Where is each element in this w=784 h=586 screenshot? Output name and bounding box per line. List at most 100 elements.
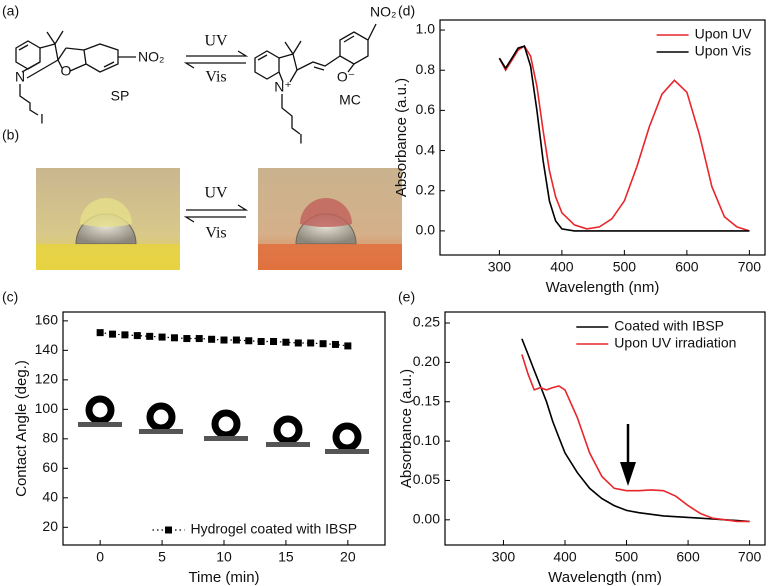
- y-tick-label: 0.0: [416, 222, 436, 238]
- y-tick-label: 100: [35, 400, 59, 416]
- x-tick-label: 500: [613, 259, 637, 275]
- data-point: [270, 337, 278, 345]
- series-line: [521, 354, 750, 523]
- data-point: [257, 337, 265, 345]
- x-tick-label: 20: [340, 549, 356, 565]
- arrow-label: Vis: [205, 225, 226, 242]
- y-tick-label: 0.15: [413, 392, 440, 408]
- panel-label: (c): [2, 289, 18, 305]
- legend-label: Upon UV: [695, 26, 752, 42]
- series-line: [498, 44, 750, 232]
- legend-label: Upon Vis: [695, 43, 752, 59]
- y-tick-label: 1.0: [416, 21, 436, 37]
- data-point: [344, 342, 352, 350]
- x-tick-label: 300: [492, 549, 516, 565]
- series-line: [100, 332, 348, 347]
- annotation-arrow: [620, 424, 636, 486]
- sp-structure: [15, 30, 136, 116]
- panel-label: (e): [398, 289, 415, 305]
- data-point: [232, 336, 240, 344]
- x-tick-label: 15: [278, 549, 294, 565]
- y-tick-label: 160: [35, 312, 59, 328]
- y-tick-label: 80: [42, 430, 58, 446]
- data-point: [133, 332, 141, 340]
- data-point: [282, 338, 290, 346]
- x-axis-title: Time (min): [188, 569, 259, 586]
- data-point: [170, 334, 178, 342]
- atom-label: N⁺: [274, 79, 292, 95]
- x-tick-label: 400: [550, 259, 574, 275]
- y-tick-label: 0.4: [416, 141, 436, 157]
- y-tick-label: 0.6: [416, 101, 436, 117]
- data-point: [331, 340, 339, 348]
- data-point: [195, 335, 203, 343]
- legend-label: Hydrogel coated with IBSP: [191, 521, 358, 537]
- legend-label: Upon UV irradiation: [614, 335, 736, 351]
- y-tick-label: 0.20: [413, 353, 440, 369]
- photo-sp: [36, 168, 180, 270]
- x-tick-label: 700: [738, 549, 762, 565]
- legend-marker: [165, 526, 172, 534]
- legend-label: Coated with IBSP: [614, 318, 724, 334]
- y-tick-label: 0.8: [416, 61, 436, 77]
- x-tick-label: 600: [676, 549, 700, 565]
- atom-label: I: [40, 111, 44, 127]
- panel-label: (d): [398, 3, 415, 19]
- atom-label: O: [61, 63, 72, 79]
- y-tick-label: 60: [42, 459, 58, 475]
- compound-name: MC: [339, 92, 361, 108]
- y-tick-label: 0.10: [413, 432, 440, 448]
- compound-name: SP: [111, 88, 130, 104]
- x-tick-label: 600: [675, 259, 699, 275]
- x-tick-label: 700: [738, 259, 762, 275]
- x-tick-label: 5: [158, 549, 166, 565]
- data-point: [183, 335, 191, 343]
- y-tick-label: 0.25: [413, 314, 440, 330]
- x-tick-label: 300: [488, 259, 512, 275]
- x-axis-title: Wavelength (nm): [548, 569, 662, 586]
- equilibrium-arrow: [183, 50, 249, 69]
- atom-label: NO₂: [138, 49, 164, 65]
- plot-frame: [439, 19, 766, 256]
- y-tick-label: 0.2: [416, 181, 436, 197]
- panel-label: (a): [2, 3, 19, 19]
- x-tick-label: 10: [216, 549, 232, 565]
- arrow-label: UV: [204, 33, 228, 50]
- atom-label: NO₂: [370, 4, 396, 20]
- data-point: [121, 331, 129, 339]
- y-axis-title: Contact Angle (deg.): [13, 360, 30, 497]
- data-point: [307, 339, 315, 347]
- y-tick-label: 20: [42, 518, 58, 534]
- arrow-label: UV: [204, 185, 228, 202]
- panel-label: (b): [2, 127, 19, 143]
- atom-label: O⁻: [337, 69, 355, 85]
- data-point: [146, 332, 154, 340]
- y-tick-label: 140: [35, 341, 59, 357]
- equilibrium-arrow: [183, 204, 249, 223]
- y-axis-title: Absorbance (a.u.): [398, 369, 415, 488]
- y-tick-label: 0.00: [413, 511, 440, 527]
- x-tick-label: 400: [553, 549, 577, 565]
- data-point: [208, 335, 216, 343]
- x-tick-label: 500: [615, 549, 639, 565]
- photo-mc: [258, 168, 402, 270]
- y-tick-label: 120: [35, 371, 59, 387]
- atom-label: N: [15, 69, 25, 85]
- x-tick-label: 0: [96, 549, 104, 565]
- data-point: [245, 337, 253, 345]
- data-point: [96, 329, 104, 337]
- y-axis-title: Absorbance (a.u.): [393, 78, 410, 197]
- data-point: [294, 339, 302, 347]
- y-tick-label: 0.05: [413, 471, 440, 487]
- plot-frame: [444, 311, 766, 546]
- data-point: [220, 336, 228, 344]
- data-point: [109, 330, 117, 338]
- series-line: [521, 338, 750, 523]
- atom-label: I: [299, 131, 303, 147]
- mc-structure: [254, 23, 377, 135]
- droplet-insets: [78, 395, 369, 454]
- data-point: [158, 333, 166, 341]
- y-tick-label: 40: [42, 489, 58, 505]
- data-point: [319, 340, 327, 348]
